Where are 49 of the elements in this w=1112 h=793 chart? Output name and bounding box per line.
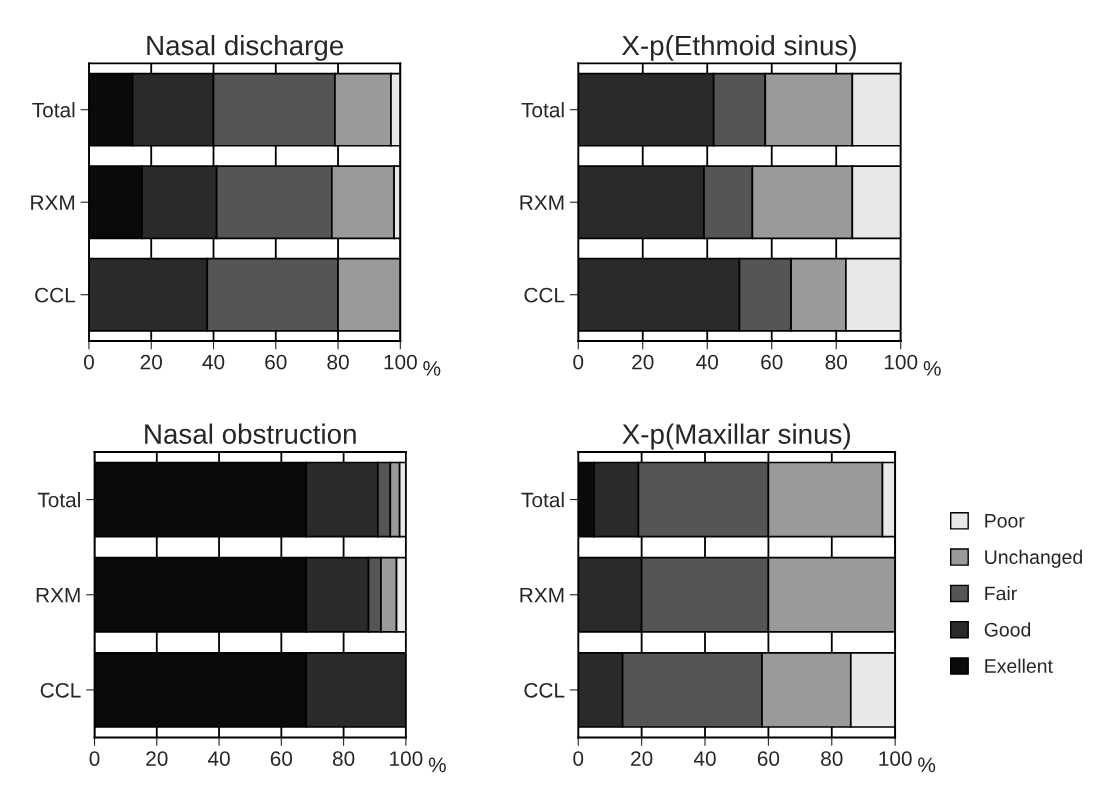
x-tick-label: 100 (884, 354, 918, 370)
y-tick-label: Total (521, 102, 564, 118)
x-tick-label: 20 (631, 751, 653, 766)
x-tick-label: 40 (202, 354, 225, 370)
chart-title: X-p(Maxillar sinus) (622, 423, 850, 450)
x-tick-label: 100 (390, 751, 423, 766)
x-tick-label: 0 (83, 354, 94, 370)
chart-title: Nasal discharge (147, 34, 343, 61)
x-axis-title: % (918, 757, 936, 773)
x-tick-label: 20 (632, 354, 654, 370)
y-tick-label: CCL (524, 682, 565, 698)
x-tick-label: 80 (825, 354, 847, 370)
legend-label: Exellent (985, 658, 1053, 673)
y-tick-label: RXM (520, 587, 564, 603)
legend-label: Fair (985, 586, 1017, 601)
x-axis-title: % (428, 757, 446, 773)
y-tick-label: Total (37, 492, 80, 508)
x-tick-label: 0 (89, 751, 100, 766)
x-tick-label: 0 (573, 354, 584, 370)
x-tick-label: 0 (573, 751, 584, 766)
x-tick-label: 60 (761, 354, 783, 370)
y-tick-label: Total (521, 492, 564, 508)
legend-label: Unchanged (985, 549, 1082, 568)
x-tick-label: 100 (384, 354, 417, 370)
x-tick-label: 80 (821, 751, 843, 766)
y-tick-label: RXM (520, 195, 564, 210)
chart-title: X-p(Ethmoid sinus) (622, 34, 856, 61)
x-tick-label: 40 (696, 354, 718, 370)
y-tick-label: RXM (36, 587, 80, 603)
x-axis-title: % (423, 361, 441, 376)
legend-label: Good (984, 622, 1031, 637)
y-tick-label: CCL (524, 287, 565, 303)
x-tick-label: 20 (140, 354, 162, 370)
x-tick-label: 40 (693, 751, 716, 766)
x-tick-label: 80 (327, 354, 349, 370)
y-tick-label: Total (32, 102, 75, 118)
x-tick-label: 60 (757, 751, 780, 766)
x-tick-label: 40 (207, 751, 230, 766)
x-tick-label: 80 (332, 751, 355, 766)
x-tick-label: 60 (270, 751, 293, 766)
x-tick-label: 20 (146, 751, 168, 766)
x-axis-title: % (923, 361, 941, 376)
y-tick-label: CCL (35, 287, 76, 303)
legend-label: Poor (985, 514, 1025, 528)
x-tick-label: 60 (265, 354, 287, 370)
x-tick-label: 100 (879, 751, 912, 766)
y-tick-label: RXM (31, 195, 75, 210)
chart-title: Nasal obstruction (145, 423, 356, 444)
y-tick-label: CCL (40, 682, 81, 698)
